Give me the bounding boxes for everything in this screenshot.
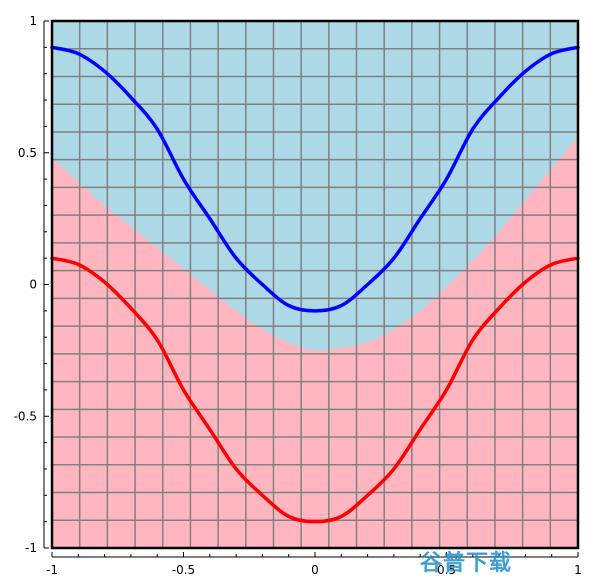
x-tick-label: 0 [311,563,319,577]
axes [43,20,579,558]
series-curves [50,45,580,524]
y-tick-label: -1 [25,541,37,555]
watermark-text: 谷普下载 [420,550,512,576]
x-tick-label: 0.5 [437,563,456,577]
tick-labels: -1 -0.5 0 0.5 1 1 0.5 0 -0.5 -1 [14,14,582,577]
series-line-2 [50,256,580,524]
region-fills [52,21,578,548]
x-tick-label: -1 [46,563,58,577]
region-lower [52,136,578,548]
plot-frame [50,19,580,550]
watermark-logo: 谷普下载 [420,550,512,576]
grid-lines [52,21,578,548]
y-tick-label: 0 [29,278,37,292]
series-line-1 [50,45,580,313]
x-tick-label: 1 [574,563,582,577]
y-tick-label: 1 [29,14,37,28]
x-tick-label: -0.5 [172,563,195,577]
y-tick-label: 0.5 [18,146,37,160]
y-tick-label: -0.5 [14,409,37,423]
